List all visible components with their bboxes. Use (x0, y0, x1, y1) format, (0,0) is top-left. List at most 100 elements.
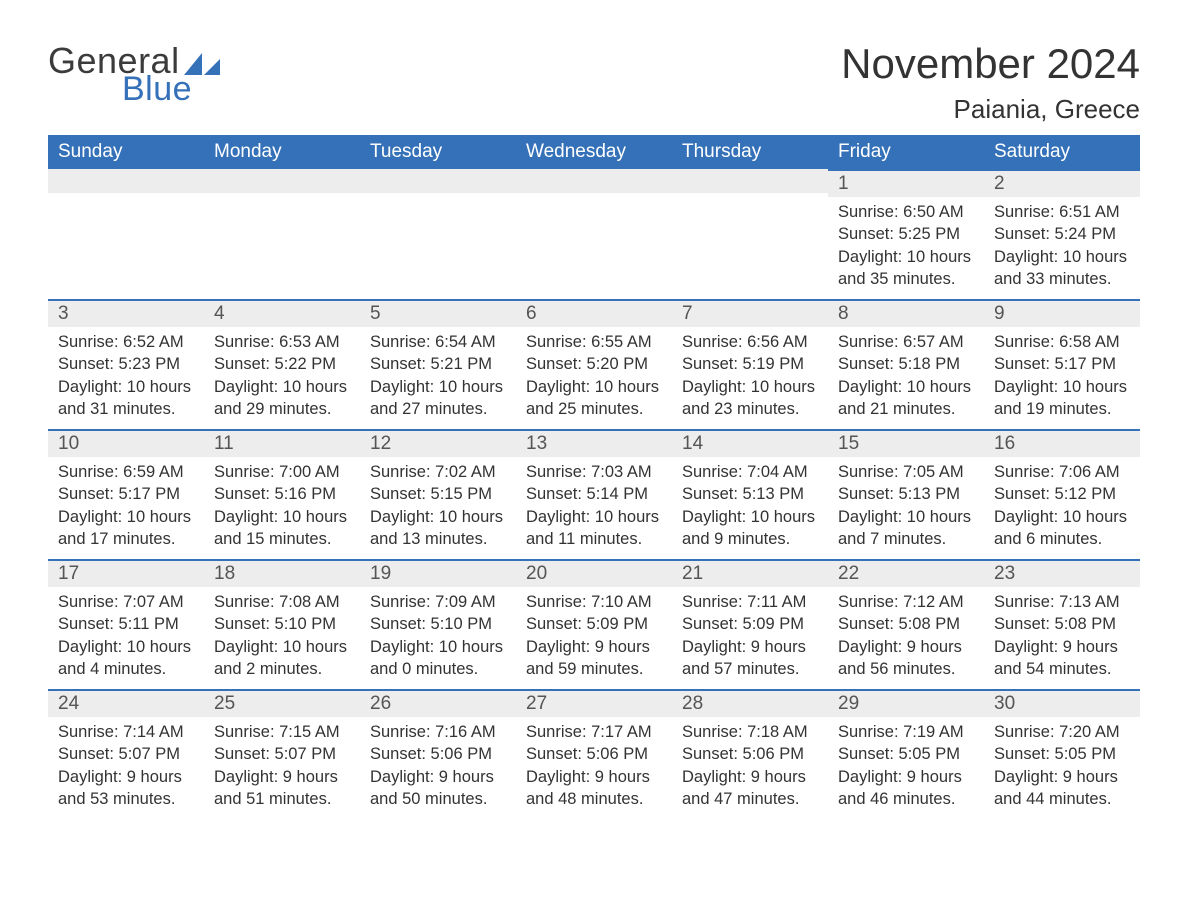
day-number: 30 (984, 689, 1140, 717)
day-details: Sunrise: 7:19 AMSunset: 5:05 PMDaylight:… (828, 717, 984, 818)
daylight-line: Daylight: 10 hours and 25 minutes. (526, 376, 662, 421)
day-number: 29 (828, 689, 984, 717)
daylight-line: Daylight: 10 hours and 21 minutes. (838, 376, 974, 421)
day-number: 8 (828, 299, 984, 327)
sunset-line: Sunset: 5:13 PM (838, 483, 974, 505)
sunrise-line: Sunrise: 7:00 AM (214, 461, 350, 483)
sunrise-line: Sunrise: 7:07 AM (58, 591, 194, 613)
calendar-body: 1Sunrise: 6:50 AMSunset: 5:25 PMDaylight… (48, 169, 1140, 819)
sunset-line: Sunset: 5:11 PM (58, 613, 194, 635)
sunset-line: Sunset: 5:07 PM (214, 743, 350, 765)
day-number: 4 (204, 299, 360, 327)
sunset-line: Sunset: 5:14 PM (526, 483, 662, 505)
calendar-day-cell: 25Sunrise: 7:15 AMSunset: 5:07 PMDayligh… (204, 689, 360, 819)
sunset-line: Sunset: 5:09 PM (682, 613, 818, 635)
daylight-line: Daylight: 10 hours and 11 minutes. (526, 506, 662, 551)
sunset-line: Sunset: 5:21 PM (370, 353, 506, 375)
weekday-header: Sunday (48, 135, 204, 169)
sunset-line: Sunset: 5:06 PM (370, 743, 506, 765)
day-details: Sunrise: 7:18 AMSunset: 5:06 PMDaylight:… (672, 717, 828, 818)
daylight-line: Daylight: 10 hours and 27 minutes. (370, 376, 506, 421)
day-details: Sunrise: 7:03 AMSunset: 5:14 PMDaylight:… (516, 457, 672, 558)
sunset-line: Sunset: 5:17 PM (994, 353, 1130, 375)
sunset-line: Sunset: 5:13 PM (682, 483, 818, 505)
sunset-line: Sunset: 5:22 PM (214, 353, 350, 375)
day-number: 13 (516, 429, 672, 457)
calendar-day-cell: 29Sunrise: 7:19 AMSunset: 5:05 PMDayligh… (828, 689, 984, 819)
calendar-day-cell: 17Sunrise: 7:07 AMSunset: 5:11 PMDayligh… (48, 559, 204, 689)
day-details: Sunrise: 6:59 AMSunset: 5:17 PMDaylight:… (48, 457, 204, 558)
sunset-line: Sunset: 5:10 PM (370, 613, 506, 635)
calendar-day-cell: 3Sunrise: 6:52 AMSunset: 5:23 PMDaylight… (48, 299, 204, 429)
daylight-line: Daylight: 10 hours and 15 minutes. (214, 506, 350, 551)
month-title: November 2024 (841, 40, 1140, 88)
day-number: 21 (672, 559, 828, 587)
sunset-line: Sunset: 5:05 PM (994, 743, 1130, 765)
sunrise-line: Sunrise: 6:54 AM (370, 331, 506, 353)
day-details: Sunrise: 7:14 AMSunset: 5:07 PMDaylight:… (48, 717, 204, 818)
sunset-line: Sunset: 5:12 PM (994, 483, 1130, 505)
calendar-day-cell: 7Sunrise: 6:56 AMSunset: 5:19 PMDaylight… (672, 299, 828, 429)
logo: General Blue (48, 40, 220, 109)
sunrise-line: Sunrise: 6:53 AM (214, 331, 350, 353)
calendar-empty-cell (204, 169, 360, 299)
daylight-line: Daylight: 10 hours and 13 minutes. (370, 506, 506, 551)
day-number: 18 (204, 559, 360, 587)
day-number: 23 (984, 559, 1140, 587)
calendar-week-row: 10Sunrise: 6:59 AMSunset: 5:17 PMDayligh… (48, 429, 1140, 559)
empty-daynum-bar (204, 169, 360, 193)
day-number: 5 (360, 299, 516, 327)
calendar-day-cell: 28Sunrise: 7:18 AMSunset: 5:06 PMDayligh… (672, 689, 828, 819)
day-details: Sunrise: 7:05 AMSunset: 5:13 PMDaylight:… (828, 457, 984, 558)
sunset-line: Sunset: 5:08 PM (838, 613, 974, 635)
daylight-line: Daylight: 9 hours and 54 minutes. (994, 636, 1130, 681)
calendar-day-cell: 24Sunrise: 7:14 AMSunset: 5:07 PMDayligh… (48, 689, 204, 819)
day-details: Sunrise: 6:52 AMSunset: 5:23 PMDaylight:… (48, 327, 204, 428)
day-details: Sunrise: 7:09 AMSunset: 5:10 PMDaylight:… (360, 587, 516, 688)
calendar-day-cell: 11Sunrise: 7:00 AMSunset: 5:16 PMDayligh… (204, 429, 360, 559)
calendar-week-row: 1Sunrise: 6:50 AMSunset: 5:25 PMDaylight… (48, 169, 1140, 299)
header-block: General Blue November 2024 Paiania, Gree… (48, 40, 1140, 125)
calendar-day-cell: 13Sunrise: 7:03 AMSunset: 5:14 PMDayligh… (516, 429, 672, 559)
sunrise-line: Sunrise: 6:56 AM (682, 331, 818, 353)
sunset-line: Sunset: 5:06 PM (526, 743, 662, 765)
empty-daynum-bar (516, 169, 672, 193)
daylight-line: Daylight: 10 hours and 9 minutes. (682, 506, 818, 551)
daylight-line: Daylight: 10 hours and 23 minutes. (682, 376, 818, 421)
logo-text-blue: Blue (122, 70, 220, 109)
sunrise-line: Sunrise: 6:55 AM (526, 331, 662, 353)
daylight-line: Daylight: 10 hours and 17 minutes. (58, 506, 194, 551)
day-details: Sunrise: 7:04 AMSunset: 5:13 PMDaylight:… (672, 457, 828, 558)
sunrise-line: Sunrise: 7:06 AM (994, 461, 1130, 483)
day-number: 17 (48, 559, 204, 587)
sunrise-line: Sunrise: 7:02 AM (370, 461, 506, 483)
day-number: 6 (516, 299, 672, 327)
daylight-line: Daylight: 10 hours and 2 minutes. (214, 636, 350, 681)
weekday-header: Saturday (984, 135, 1140, 169)
day-number: 9 (984, 299, 1140, 327)
day-details: Sunrise: 7:20 AMSunset: 5:05 PMDaylight:… (984, 717, 1140, 818)
day-details: Sunrise: 7:17 AMSunset: 5:06 PMDaylight:… (516, 717, 672, 818)
day-number: 25 (204, 689, 360, 717)
weekday-header-row: SundayMondayTuesdayWednesdayThursdayFrid… (48, 135, 1140, 169)
day-number: 28 (672, 689, 828, 717)
day-details: Sunrise: 7:02 AMSunset: 5:15 PMDaylight:… (360, 457, 516, 558)
sunset-line: Sunset: 5:05 PM (838, 743, 974, 765)
sunset-line: Sunset: 5:09 PM (526, 613, 662, 635)
weekday-header: Monday (204, 135, 360, 169)
day-details: Sunrise: 7:15 AMSunset: 5:07 PMDaylight:… (204, 717, 360, 818)
calendar-day-cell: 10Sunrise: 6:59 AMSunset: 5:17 PMDayligh… (48, 429, 204, 559)
sunset-line: Sunset: 5:20 PM (526, 353, 662, 375)
sunrise-line: Sunrise: 7:20 AM (994, 721, 1130, 743)
daylight-line: Daylight: 9 hours and 59 minutes. (526, 636, 662, 681)
weekday-header: Thursday (672, 135, 828, 169)
day-details: Sunrise: 7:06 AMSunset: 5:12 PMDaylight:… (984, 457, 1140, 558)
day-details: Sunrise: 7:16 AMSunset: 5:06 PMDaylight:… (360, 717, 516, 818)
daylight-line: Daylight: 10 hours and 35 minutes. (838, 246, 974, 291)
day-number: 27 (516, 689, 672, 717)
sunset-line: Sunset: 5:24 PM (994, 223, 1130, 245)
calendar-day-cell: 6 Sunrise: 6:55 AMSunset: 5:20 PMDaylight… (516, 299, 672, 429)
day-number: 1 (828, 169, 984, 197)
calendar-day-cell: 23Sunrise: 7:13 AMSunset: 5:08 PMDayligh… (984, 559, 1140, 689)
day-details: Sunrise: 6:57 AMSunset: 5:18 PMDaylight:… (828, 327, 984, 428)
